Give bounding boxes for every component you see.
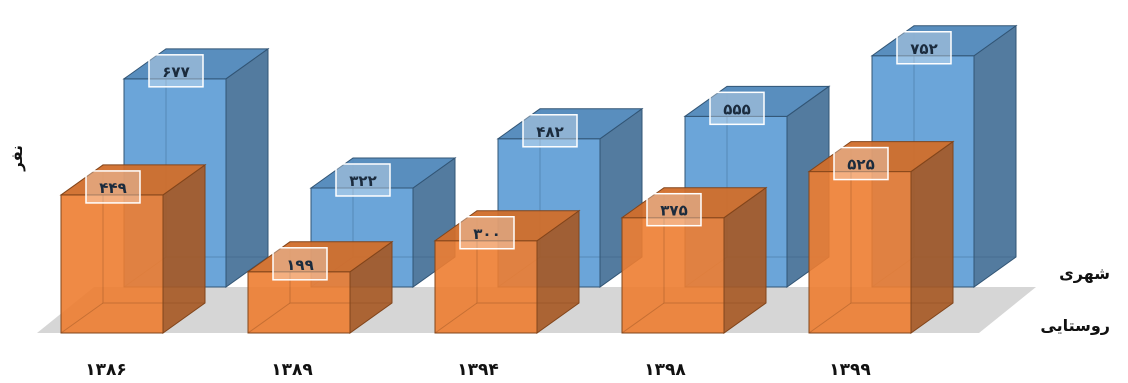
data-label-text: ۳۷۵ [660, 202, 687, 220]
x-tick-label: ۱۳۹۹ [829, 360, 871, 380]
data-label-text: ۱۹۹ [286, 256, 313, 274]
data-label-text: ۵۵۵ [723, 100, 750, 118]
bar-rural [433, 209, 581, 334]
x-tick-label: ۱۳۸۹ [271, 360, 313, 380]
series-label-urban: شهری [1059, 264, 1110, 283]
data-label: ۵۲۵ [833, 146, 889, 181]
bar-rural [620, 186, 768, 334]
bar-rural [246, 240, 394, 334]
y-axis-label: نفر [8, 145, 26, 172]
data-label: ۴۴۹ [85, 170, 141, 204]
bar-rural [807, 140, 955, 334]
data-label-text: ۴۸۲ [536, 123, 563, 141]
data-label: ۳۲۲ [335, 163, 391, 197]
data-label: ۴۸۲ [522, 114, 578, 148]
bar-rural [59, 163, 207, 334]
data-label-text: ۴۴۹ [99, 179, 126, 197]
data-label: ۳۰۰ [459, 216, 515, 250]
bars-layer [59, 24, 1018, 334]
data-label: ۳۷۵ [646, 192, 702, 227]
data-label-text: ۳۰۰ [473, 225, 500, 243]
data-label: ۱۹۹ [272, 247, 328, 281]
x-tick-label: ۱۳۸۶ [85, 360, 127, 380]
x-tick-label: ۱۳۹۴ [457, 360, 499, 380]
data-label: ۶۷۷ [148, 54, 204, 88]
data-label: ۵۵۵ [709, 91, 765, 126]
data-labels-layer: ۶۷۷ ۳۲۲ ۴۸۲ ۵۵۵ ۷۵۲ ۴۴۹ ۱۹۹ ۳۰۰ ۳۷۵ ۵۲۵ [85, 31, 952, 281]
data-label-text: ۳۲۲ [349, 172, 376, 190]
data-label-text: ۶۷۷ [162, 63, 189, 81]
data-label-text: ۵۲۵ [847, 156, 874, 174]
data-label: ۷۵۲ [896, 31, 952, 65]
data-label-text: ۷۵۲ [910, 40, 937, 58]
x-tick-label: ۱۳۹۸ [644, 360, 686, 380]
series-label-rural: روستایی [1040, 316, 1110, 335]
